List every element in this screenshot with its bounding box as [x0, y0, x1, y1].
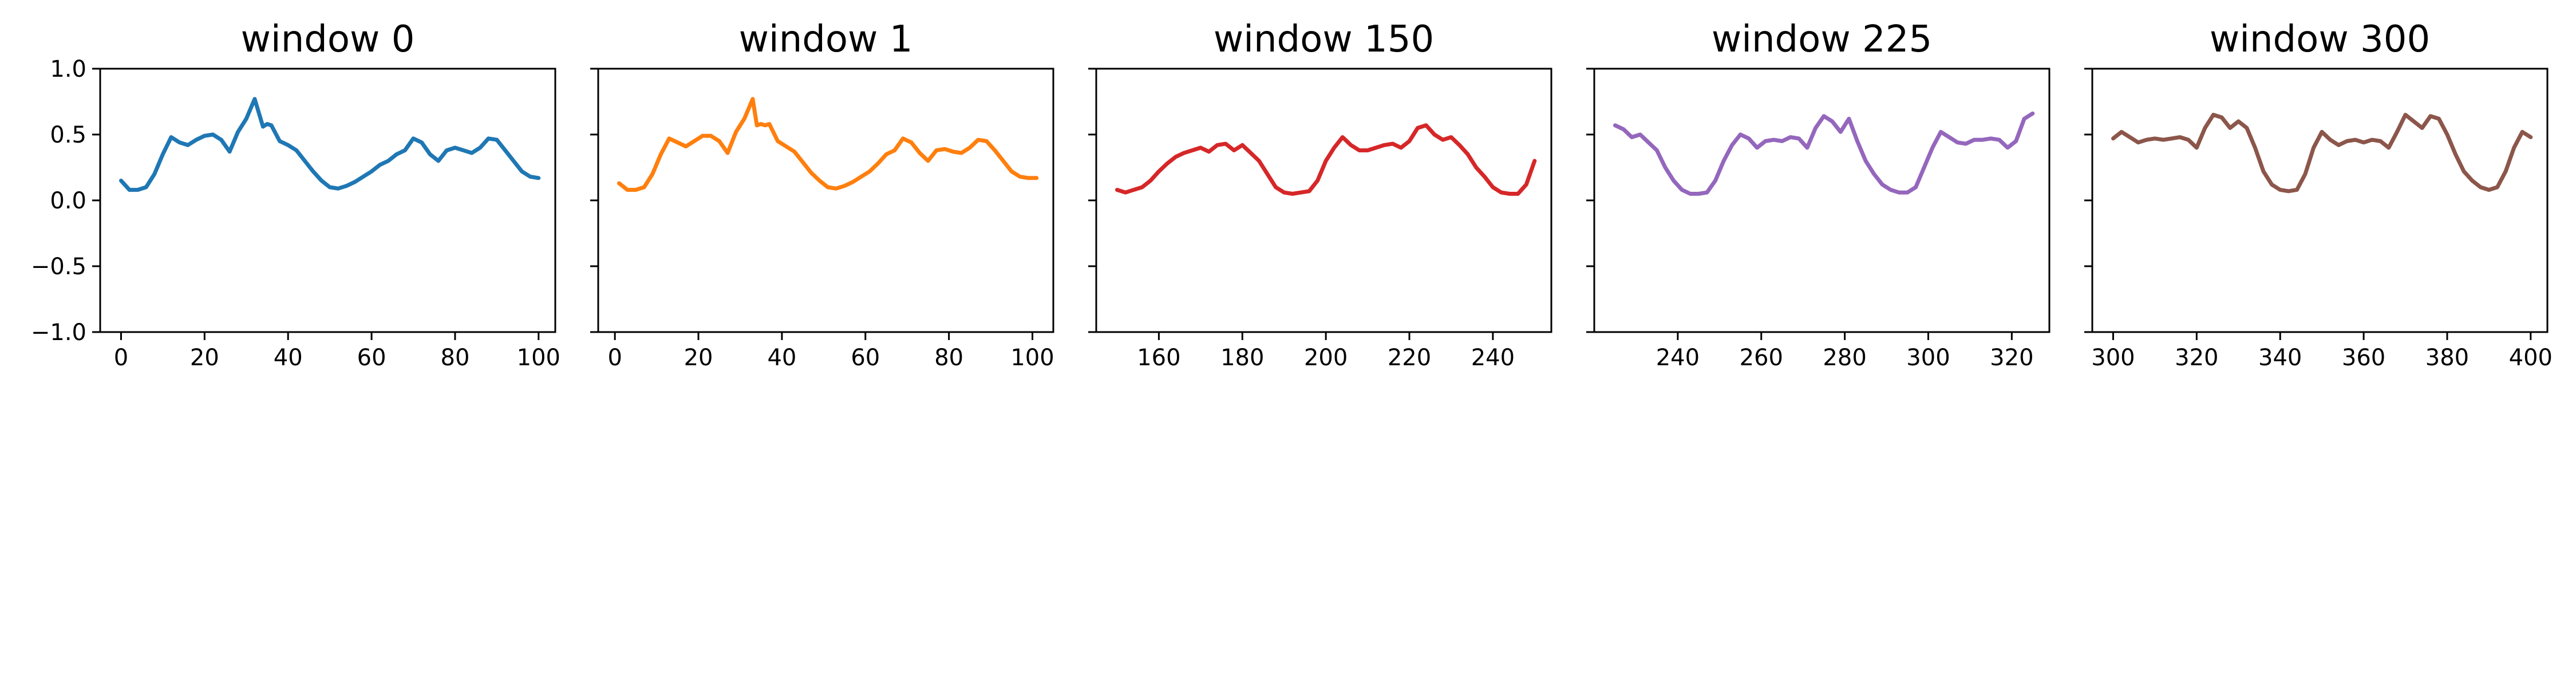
x-tick-label: 360	[2342, 345, 2385, 371]
x-tick-label: 280	[1823, 345, 1866, 371]
plot-frame	[597, 68, 1054, 333]
x-tick-label: 300	[1906, 345, 1950, 371]
subplot-1: window 1 0 20 40 60 80 100	[590, 18, 1054, 371]
y-tick-label: 0.5	[50, 122, 86, 148]
x-tick-label: 240	[1656, 345, 1700, 371]
subplot-title: window 150	[1214, 18, 1434, 61]
plot-frame	[1593, 68, 2050, 333]
x-tick-label: 100	[1010, 345, 1054, 371]
x-tick-label: 20	[190, 345, 219, 371]
subplot-title: window 300	[2210, 18, 2430, 61]
plot-frame	[2091, 68, 2549, 333]
series-line	[1613, 111, 2035, 196]
x-tick-label: 200	[1304, 345, 1348, 371]
x-tick-label: 160	[1137, 345, 1180, 371]
x-tick-label: 40	[274, 345, 303, 371]
y-tick-label: −1.0	[31, 319, 86, 346]
x-tick-label: 20	[684, 345, 713, 371]
y-tick-label: 0.0	[50, 188, 86, 214]
x-tick-label: 80	[441, 345, 470, 371]
subplot-2: window 150 160 180 200 220 240	[1088, 18, 1552, 371]
x-tick-label: 0	[114, 345, 128, 371]
y-tick-label: −0.5	[31, 254, 86, 280]
x-tick-label: 260	[1740, 345, 1783, 371]
x-tick-label: 380	[2425, 345, 2469, 371]
x-tick-label: 180	[1220, 345, 1264, 371]
subplot-title: window 0	[241, 18, 415, 61]
x-tick-label: 340	[2258, 345, 2302, 371]
y-tick-label: 1.0	[50, 56, 86, 82]
plot-frame	[99, 68, 556, 333]
subplot-title: window 1	[739, 18, 913, 61]
x-tick-label: 40	[767, 345, 796, 371]
x-tick-label: 240	[1471, 345, 1515, 371]
series-line	[119, 97, 541, 192]
x-tick-label: 0	[607, 345, 622, 371]
x-tick-label: 400	[2509, 345, 2553, 371]
subplot-title: window 225	[1712, 18, 1932, 61]
x-tick-label: 60	[851, 345, 880, 371]
x-tick-label: 320	[2175, 345, 2218, 371]
x-tick-label: 320	[1990, 345, 2033, 371]
series-line	[1115, 123, 1537, 196]
series-line	[617, 97, 1039, 192]
x-tick-label: 80	[934, 345, 963, 371]
series-line	[2111, 113, 2533, 194]
plot-frame	[1095, 68, 1552, 333]
x-tick-label: 60	[357, 345, 386, 371]
subplot-3: window 225 240 260 280 300 320	[1586, 18, 2050, 371]
x-tick-label: 220	[1388, 345, 1431, 371]
subplot-0: window 0 0 20 40 60 80 100 1.0 0.5 0.0 −0.5 −1.0	[31, 18, 560, 371]
x-tick-label: 300	[2091, 345, 2135, 371]
subplot-4: window 300 300 320 340 360 380 400	[2084, 18, 2553, 371]
x-tick-label: 100	[517, 345, 560, 371]
